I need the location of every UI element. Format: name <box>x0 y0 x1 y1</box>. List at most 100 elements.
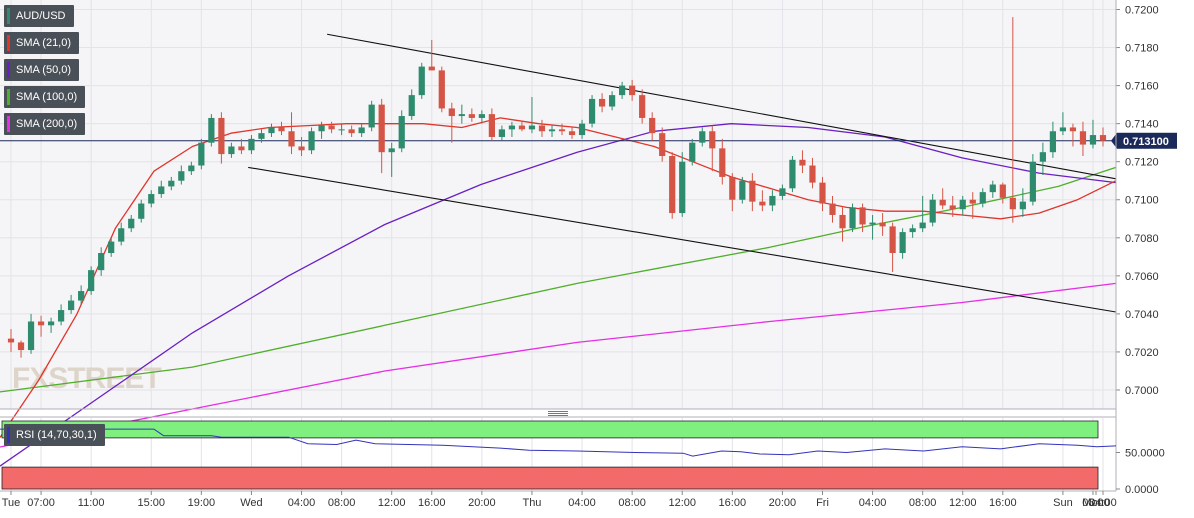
candle-body <box>1039 152 1046 162</box>
trendline-1 <box>327 33 1117 180</box>
x-tick-label: Sun <box>1053 497 1073 509</box>
legend-sma-100-swatch <box>7 89 10 105</box>
x-tick-label: 08:00 <box>328 497 356 509</box>
candle-body <box>999 184 1006 198</box>
candle-body <box>739 180 746 200</box>
candle-body <box>508 125 516 130</box>
candle-body <box>468 114 475 118</box>
candle-body <box>749 180 756 202</box>
legend-sma-100-label: SMA (100,0) <box>16 91 78 103</box>
candle-body <box>829 203 836 215</box>
candle-body <box>879 222 886 227</box>
candle-body <box>568 131 576 136</box>
candle-body <box>979 192 986 204</box>
rsi-y-tick-label: 50.0000 <box>1125 448 1165 460</box>
candle-body <box>548 129 556 132</box>
legend-sma-21-label: SMA (21,0) <box>16 37 72 49</box>
candle-body <box>929 199 936 223</box>
candle-body <box>899 232 906 254</box>
y-tick-label: 0.7180 <box>1125 43 1159 55</box>
x-tick-label: 04:00 <box>1089 497 1117 509</box>
x-tick-label: 19:00 <box>188 497 216 509</box>
x-axis: Tue 07:00 11:00 15:00 19:00 Wed 04:00 08:00 12:0… <box>0 490 1117 509</box>
candle-body <box>518 125 526 130</box>
x-tick-label: 16:00 <box>989 497 1017 509</box>
candle-body <box>118 228 125 242</box>
legend-sma-200[interactable]: SMA (200,0) <box>4 113 86 135</box>
candle-body <box>228 146 235 155</box>
candle-body <box>919 222 926 229</box>
x-tick-label: 20:00 <box>468 497 496 509</box>
candle-body <box>498 129 506 137</box>
x-tick-label: Mon <box>1082 497 1103 509</box>
candle-body <box>288 131 295 147</box>
candle-body <box>889 226 896 254</box>
candle-body <box>198 142 205 166</box>
candle-body <box>388 148 395 153</box>
x-tick-label: 12:00 <box>378 497 406 509</box>
current-price-tag: 0.713100 <box>1111 132 1177 149</box>
y-tick-label: 0.7140 <box>1125 119 1159 131</box>
candle-body <box>629 85 636 96</box>
sma-50-line <box>0 123 1117 467</box>
candle-body <box>819 182 826 204</box>
candle-body <box>68 300 75 311</box>
candle-body <box>1099 135 1107 141</box>
candle-body <box>849 207 856 229</box>
legend-rsi-swatch <box>7 427 10 443</box>
x-tick-label: 16:00 <box>719 497 747 509</box>
candle-body <box>639 95 646 118</box>
x-tick-label: 12:00 <box>949 497 977 509</box>
y-tick-label: 0.7000 <box>1125 385 1159 397</box>
current-price-tag-bg <box>1117 132 1177 149</box>
candle-body <box>268 127 275 134</box>
candle-body <box>208 117 215 143</box>
candle-body <box>779 188 786 196</box>
candle-body <box>869 222 876 225</box>
candle-body <box>859 207 866 225</box>
pane-resize-handle <box>548 411 568 416</box>
y-tick-label: 0.7200 <box>1125 5 1159 17</box>
candle-body <box>298 146 305 151</box>
candle-body <box>699 131 706 143</box>
candle-body <box>348 129 355 134</box>
candle-body <box>178 171 185 181</box>
x-tick-label: 08:00 <box>1082 497 1110 509</box>
candle-body <box>578 123 586 136</box>
candle-body <box>478 114 485 118</box>
candle-body <box>799 159 806 166</box>
legend-rsi-label: RSI (14,70,30,1) <box>16 429 97 441</box>
candle-body <box>278 127 285 132</box>
x-tick-label: Tue <box>2 497 21 509</box>
candle-body <box>37 321 45 326</box>
candle-body <box>488 114 495 137</box>
candle-body <box>939 199 946 206</box>
x-tick-label: 04:00 <box>859 497 887 509</box>
legend-sma-50[interactable]: SMA (50,0) <box>4 59 80 81</box>
candles <box>7 17 1107 358</box>
candle-body <box>17 342 25 351</box>
legend-sma-21[interactable]: SMA (21,0) <box>4 32 80 54</box>
candle-body <box>88 270 95 292</box>
rsi-line <box>0 428 1117 457</box>
candle-body <box>368 104 375 128</box>
rsi-y-tick-label: 0.0000 <box>1125 484 1159 496</box>
legend-rsi[interactable]: RSI (14,70,30,1) <box>4 424 105 446</box>
legend-symbol[interactable]: AUD/USD <box>4 5 74 27</box>
candle-body <box>729 176 736 200</box>
y-axis: 0.7200 0.7180 0.7160 0.7140 0.7120 0.7100 0.70… <box>1116 5 1159 397</box>
rsi-oversold-zone <box>1 466 1099 490</box>
candle-body <box>588 98 596 124</box>
y-tick-label: 0.7040 <box>1125 309 1159 321</box>
x-tick-label: Thu <box>522 497 541 509</box>
candle-body <box>128 218 135 229</box>
price-pane-background <box>0 0 1116 409</box>
trendline-2 <box>248 166 1117 313</box>
y-tick-label: 0.7100 <box>1125 195 1159 207</box>
legend-sma-100[interactable]: SMA (100,0) <box>4 86 86 108</box>
candle-body <box>809 165 816 183</box>
candle-body <box>719 148 726 177</box>
candle-body <box>428 66 435 71</box>
